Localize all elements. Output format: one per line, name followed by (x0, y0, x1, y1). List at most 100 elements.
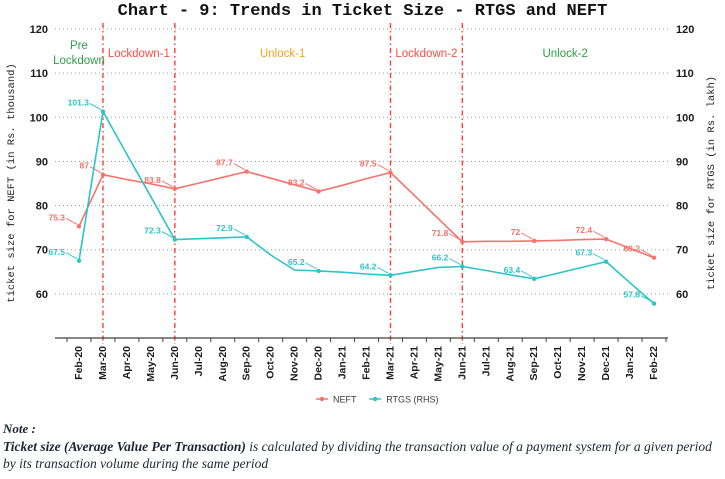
y-tick-label-right: 70 (676, 245, 688, 257)
period-label: Lockdown-1 (108, 48, 170, 60)
x-tick-label: May-21 (432, 346, 444, 382)
neft-data-label: 71.8 (432, 228, 449, 238)
period-label: Lockdown-2 (395, 48, 457, 60)
x-tick-label: Mar-20 (97, 346, 109, 380)
x-tick-label: Sep-20 (241, 346, 253, 381)
rtgs-data-label: 72.3 (144, 226, 161, 236)
neft-label-leader (640, 249, 653, 257)
neft-label-leader (449, 233, 461, 241)
rtgs-data-label: 66.2 (432, 252, 449, 262)
rtgs-point-marker (460, 264, 465, 269)
x-tick-label: Dec-21 (600, 346, 612, 381)
x-tick-label: Jun-20 (169, 346, 181, 380)
rtgs-point-marker (651, 301, 657, 306)
x-tick-label: Mar-21 (384, 346, 396, 380)
rtgs-data-label: 57.8 (623, 290, 640, 300)
rtgs-label-leader (89, 103, 102, 110)
neft-label-leader (520, 232, 533, 240)
rtgs-data-label: 101.3 (68, 98, 90, 108)
rtgs-data-label: 65.2 (288, 257, 305, 267)
note-heading: Note : (3, 421, 36, 436)
x-tick-label: Nov-21 (576, 346, 588, 381)
neft-label-leader (377, 164, 389, 171)
neft-data-label: 87.5 (360, 158, 377, 168)
neft-label-leader (233, 163, 245, 170)
rtgs-data-label: 67.5 (48, 247, 65, 257)
rtgs-point-marker (100, 109, 106, 114)
neft-data-label: 68.2 (623, 244, 640, 254)
period-label: Unlock-2 (542, 48, 587, 60)
neft-point-marker (603, 236, 609, 242)
x-tick-label: Oct-21 (552, 346, 564, 379)
legend-label-neft: NEFT (333, 395, 357, 405)
neft-data-label: 72 (511, 227, 521, 237)
y-tick-label-left: 90 (36, 156, 48, 168)
neft-point-marker (460, 239, 465, 244)
x-tick-label: Jul-20 (193, 346, 205, 377)
period-label: Unlock-1 (260, 48, 305, 60)
rtgs-point-marker (532, 276, 537, 282)
y-tick-label-left: 110 (30, 68, 48, 80)
axis-title-right: ticket size for RTGS (in Rs. lakh) (706, 76, 718, 290)
rtgs-point-marker (172, 237, 178, 242)
y-tick-label-left: 60 (36, 289, 48, 301)
x-tick-label: Apr-20 (121, 346, 133, 379)
neft-point-marker (651, 255, 657, 260)
legend-label-rtgs: RTGS (RHS) (386, 395, 438, 405)
note-section: Note : Ticket size (Average Value Per Tr… (3, 421, 723, 472)
neft-label-leader (89, 166, 102, 174)
rtgs-label-leader (65, 252, 78, 260)
neft-line (78, 170, 655, 259)
rtgs-data-label: 63.4 (504, 265, 521, 275)
note-body: Ticket size (Average Value Per Transacti… (3, 439, 723, 472)
rtgs-point-marker (316, 268, 321, 274)
rtgs-point-marker (76, 258, 82, 263)
neft-point-marker (172, 186, 178, 191)
neft-label-leader (65, 217, 78, 225)
period-label: Lockdown (53, 55, 105, 67)
rtgs-label-leader (233, 228, 245, 236)
y-tick-label-left: 120 (30, 24, 48, 36)
neft-point-marker (316, 189, 321, 194)
y-tick-label-left: 100 (30, 112, 48, 124)
x-tick-label: Nov-20 (289, 346, 301, 381)
x-tick-label: Jan-22 (624, 346, 636, 379)
neft-data-label: 87.7 (216, 158, 233, 168)
rtgs-data-label: 64.2 (360, 261, 377, 271)
rtgs-label-leader (640, 295, 653, 302)
y-tick-label-left: 80 (36, 201, 48, 213)
rtgs-label-leader (592, 253, 605, 261)
neft-label-leader (305, 183, 317, 190)
axis-title-left: ticket size for NEFT (in Rs. thousand) (6, 63, 18, 302)
rtgs-point-marker (388, 273, 393, 278)
chart-canvas: 60 70 80 90 100 110 120 60 70 80 90 100 110 120 Pre Loc… (6, 23, 718, 405)
x-tick-label: Aug-21 (504, 346, 516, 382)
x-tick-label: Oct-20 (265, 346, 277, 379)
neft-data-label: 87 (79, 161, 89, 171)
rtgs-point-marker (244, 234, 249, 240)
neft-point-marker (244, 169, 249, 174)
y-tick-label-right: 120 (676, 24, 694, 36)
neft-label-leader (161, 180, 174, 188)
x-tick-label: Dec-20 (313, 346, 325, 381)
x-tick-label: Sep-21 (528, 346, 540, 381)
neft-point-marker (532, 238, 537, 244)
x-tick-label: Jun-21 (456, 346, 468, 380)
neft-data-label: 83.8 (144, 175, 161, 185)
rtgs-label-leader (449, 258, 461, 265)
legend-marker-neft (319, 396, 325, 402)
y-tick-label-right: 100 (676, 112, 694, 124)
neft-point-marker (100, 172, 106, 177)
rtgs-label-leader (305, 262, 317, 270)
x-tick-label: May-20 (145, 346, 157, 382)
neft-data-label: 83.2 (288, 177, 305, 187)
x-tick-label: Jul-21 (480, 346, 492, 377)
y-tick-label-right: 90 (676, 156, 688, 168)
x-tick-label: Aug-20 (217, 346, 229, 382)
rtgs-label-leader (161, 231, 174, 238)
neft-point-marker (388, 170, 393, 175)
neft-data-label: 75.3 (48, 212, 65, 222)
neft-label-leader (592, 230, 605, 238)
y-tick-label-right: 80 (676, 201, 688, 213)
